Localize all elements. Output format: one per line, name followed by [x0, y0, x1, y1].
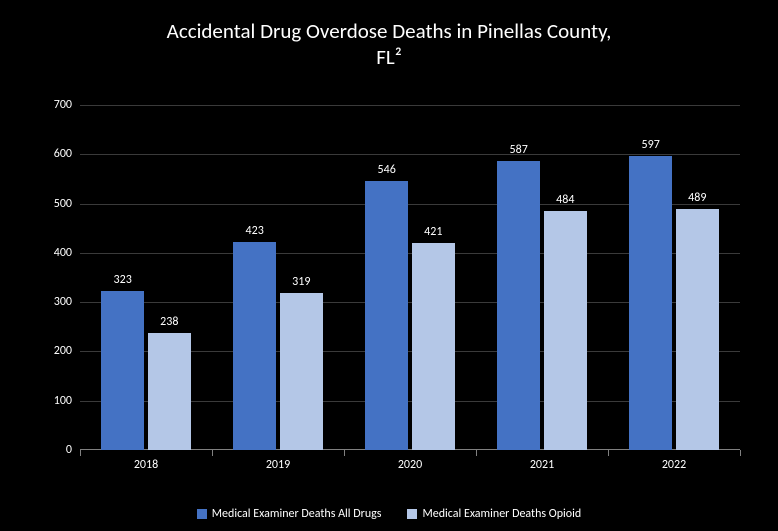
x-tick-mark: [608, 450, 609, 456]
title-line-2: FL²: [376, 44, 402, 70]
y-axis-label: 300: [54, 295, 72, 309]
bar-value-label: 421: [424, 225, 442, 239]
chart-title: Accidental Drug Overdose Deaths in Pinel…: [0, 0, 778, 71]
legend-label: Medical Examiner Deaths Opioid: [422, 507, 581, 521]
bar-value-label: 597: [642, 138, 660, 152]
bar: 423: [233, 242, 276, 450]
title-line-1: Accidental Drug Overdose Deaths in Pinel…: [167, 18, 612, 44]
bar: 319: [280, 293, 323, 450]
bar: 484: [544, 211, 587, 450]
x-axis-label: 2018: [134, 458, 158, 472]
chart-container: Accidental Drug Overdose Deaths in Pinel…: [0, 0, 778, 531]
y-axis-label: 600: [54, 147, 72, 161]
legend: Medical Examiner Deaths All Drugs Medical…: [0, 507, 778, 521]
y-axis-label: 0: [66, 443, 72, 457]
legend-swatch: [407, 509, 417, 519]
x-axis-label: 2021: [530, 458, 554, 472]
y-axis-label: 700: [54, 98, 72, 112]
x-tick-mark: [212, 450, 213, 456]
x-axis-label: 2019: [266, 458, 290, 472]
bar: 489: [676, 209, 719, 450]
bar-value-label: 489: [688, 191, 706, 205]
bar-value-label: 587: [510, 143, 528, 157]
x-tick-mark: [344, 450, 345, 456]
y-axis-label: 400: [54, 246, 72, 260]
x-axis-label: 2022: [662, 458, 686, 472]
legend-item: Medical Examiner Deaths Opioid: [407, 507, 581, 521]
plot-area: 0100200300400500600700201832323820194233…: [80, 105, 740, 450]
y-axis-label: 500: [54, 197, 72, 211]
legend-label: Medical Examiner Deaths All Drugs: [212, 507, 382, 521]
bar: 323: [101, 291, 144, 450]
x-axis-label: 2020: [398, 458, 422, 472]
bar-value-label: 423: [246, 224, 264, 238]
x-tick-mark: [476, 450, 477, 456]
bar-value-label: 546: [378, 163, 396, 177]
gridline: [80, 105, 740, 106]
bar: 597: [629, 156, 672, 450]
bar-value-label: 319: [292, 275, 310, 289]
legend-swatch: [197, 509, 207, 519]
bar-value-label: 484: [556, 193, 574, 207]
bar-value-label: 238: [160, 315, 178, 329]
bar: 238: [148, 333, 191, 450]
y-axis-label: 100: [54, 394, 72, 408]
x-tick-mark: [740, 450, 741, 456]
y-axis-label: 200: [54, 344, 72, 358]
bar: 421: [412, 243, 455, 450]
x-tick-mark: [80, 450, 81, 456]
bar-value-label: 323: [114, 273, 132, 287]
bar: 546: [365, 181, 408, 450]
legend-item: Medical Examiner Deaths All Drugs: [197, 507, 382, 521]
bar: 587: [497, 161, 540, 450]
